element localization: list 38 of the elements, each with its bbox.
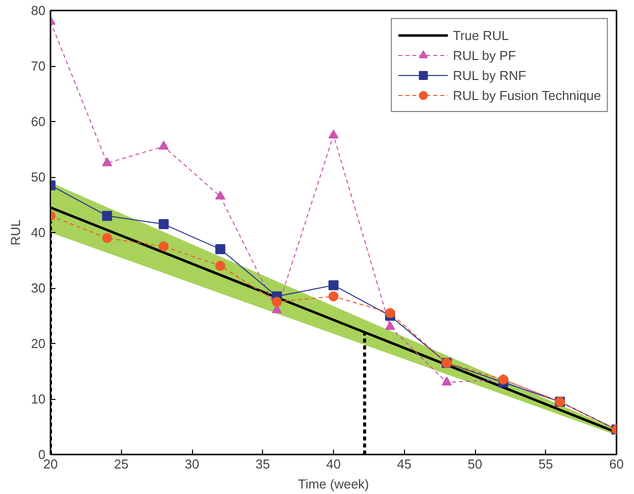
point [328, 280, 338, 290]
point [158, 140, 169, 150]
point [158, 219, 169, 230]
x-tick-label: 50 [468, 456, 482, 472]
legend-label: RUL by PF [452, 48, 516, 62]
point [215, 260, 226, 271]
y-tick-label: 10 [31, 392, 46, 406]
point [102, 233, 112, 244]
x-tick-label: 55 [538, 456, 553, 472]
y-tick-label: 80 [31, 3, 46, 18]
y-tick-label: 70 [31, 58, 46, 74]
legend-label: True RUL [452, 28, 509, 42]
x-tick-label: 35 [256, 456, 270, 472]
y-axis-title: RUL [8, 219, 24, 246]
y-tick-label: 30 [31, 280, 46, 296]
y-tick-label: 20 [31, 336, 46, 351]
y-tick-label: 50 [31, 170, 46, 184]
point [272, 296, 282, 307]
point [102, 210, 112, 221]
y-tick-label: 60 [31, 114, 46, 129]
point [158, 241, 169, 252]
x-axis-title: Time (week) [298, 476, 370, 492]
legend-label: RUL by Fusion Technique [452, 88, 601, 102]
point [328, 130, 338, 138]
point [328, 291, 338, 302]
legend-label: RUL by RNF [452, 68, 526, 82]
point [215, 244, 226, 254]
point [102, 157, 112, 166]
x-tick-label: 40 [326, 456, 341, 472]
point [215, 190, 226, 200]
x-tick-label: 45 [397, 456, 412, 472]
point [385, 321, 396, 330]
x-tick-label: 30 [184, 456, 200, 472]
y-tick-label: 40 [31, 225, 46, 240]
x-tick-label: 60 [609, 456, 624, 472]
x-tick-label: 25 [114, 456, 128, 472]
point [385, 308, 396, 318]
point [442, 376, 452, 386]
